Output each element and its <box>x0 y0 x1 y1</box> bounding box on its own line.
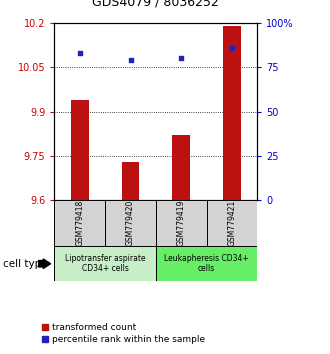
Point <box>77 50 82 56</box>
Text: GDS4079 / 8036252: GDS4079 / 8036252 <box>92 0 219 9</box>
Bar <box>172 135 190 200</box>
Point <box>128 57 133 63</box>
Bar <box>207 200 257 246</box>
Text: Leukapheresis CD34+
cells: Leukapheresis CD34+ cells <box>164 254 249 273</box>
Bar <box>105 200 156 246</box>
FancyArrow shape <box>38 259 50 268</box>
Bar <box>156 200 207 246</box>
Point <box>179 56 184 61</box>
Bar <box>156 246 257 281</box>
Bar <box>71 100 89 200</box>
Text: Lipotransfer aspirate
CD34+ cells: Lipotransfer aspirate CD34+ cells <box>65 254 146 273</box>
Text: GSM779419: GSM779419 <box>177 200 186 246</box>
Text: cell type: cell type <box>3 259 48 269</box>
Bar <box>54 246 156 281</box>
Bar <box>122 162 140 200</box>
Point <box>229 45 235 51</box>
Text: GSM779421: GSM779421 <box>227 200 237 246</box>
Text: GSM779418: GSM779418 <box>75 200 84 246</box>
Bar <box>223 26 241 200</box>
Bar <box>54 200 105 246</box>
Text: GSM779420: GSM779420 <box>126 200 135 246</box>
Legend: transformed count, percentile rank within the sample: transformed count, percentile rank withi… <box>38 320 209 348</box>
